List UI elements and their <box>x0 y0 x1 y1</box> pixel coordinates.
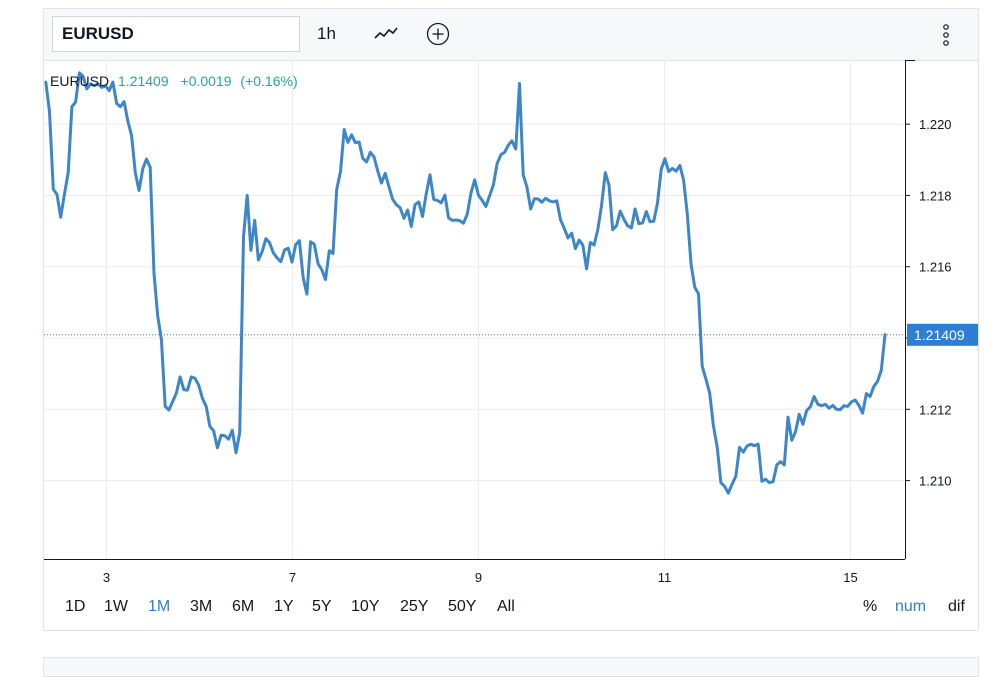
symbol-search-input[interactable]: EURUSD <box>52 16 300 52</box>
chart-legend: EURUSD 1.21409 +0.0019 (+0.16%) <box>50 73 298 89</box>
range-button-6m[interactable]: 6M <box>232 598 255 615</box>
range-button-10y[interactable]: 10Y <box>351 598 380 615</box>
next-widget-header <box>43 657 979 677</box>
y-tick-label: 1.218 <box>919 188 952 203</box>
range-button-1d[interactable]: 1D <box>65 598 86 615</box>
range-button-all[interactable]: All <box>497 598 515 615</box>
legend-symbol: EURUSD <box>50 73 110 89</box>
x-tick-label: 15 <box>843 570 857 585</box>
x-tick-label: 7 <box>289 570 296 585</box>
range-button-1w[interactable]: 1W <box>104 598 128 615</box>
plus-circle-icon[interactable] <box>425 21 451 47</box>
range-button-25y[interactable]: 25Y <box>400 598 429 615</box>
range-bar: 1D 1W 1M 3M 6M 1Y 5Y 10Y 25Y 50Y All% num dif <box>44 593 978 623</box>
y-tick-label: 1.220 <box>919 117 952 132</box>
x-tick-label: 3 <box>103 570 110 585</box>
range-button-1y[interactable]: 1Y <box>274 598 294 615</box>
line-chart-icon[interactable] <box>372 21 400 47</box>
price-line-series <box>44 71 887 495</box>
range-button-5y[interactable]: 5Y <box>312 598 332 615</box>
legend-change-percent: (+0.16%) <box>240 73 298 89</box>
price-chart[interactable]: 37911151.2101.2121.2141.2161.2181.2201.2… <box>44 60 978 593</box>
x-tick-label: 11 <box>658 570 672 585</box>
chart-toolbar: EURUSD 1h <box>44 9 978 61</box>
legend-change: +0.0019 <box>180 73 232 89</box>
last-price-badge <box>907 323 978 346</box>
y-tick-label: 1.210 <box>919 474 952 489</box>
scale-button-dif[interactable]: dif <box>948 598 965 615</box>
range-button-3m[interactable]: 3M <box>190 598 213 615</box>
interval-button[interactable]: 1h <box>317 24 336 43</box>
last-price-label: 1.21409 <box>914 327 965 343</box>
legend-price: 1.21409 <box>118 73 169 89</box>
scale-button-num[interactable]: num <box>895 598 927 615</box>
y-tick-label: 1.212 <box>919 402 952 417</box>
more-vertical-icon[interactable] <box>940 21 952 49</box>
y-tick-label: 1.216 <box>919 260 952 275</box>
x-tick-label: 9 <box>475 570 482 585</box>
range-button-50y[interactable]: 50Y <box>448 598 477 615</box>
range-button-1m[interactable]: 1M <box>148 598 171 615</box>
scale-button-percent[interactable]: % <box>863 598 878 615</box>
